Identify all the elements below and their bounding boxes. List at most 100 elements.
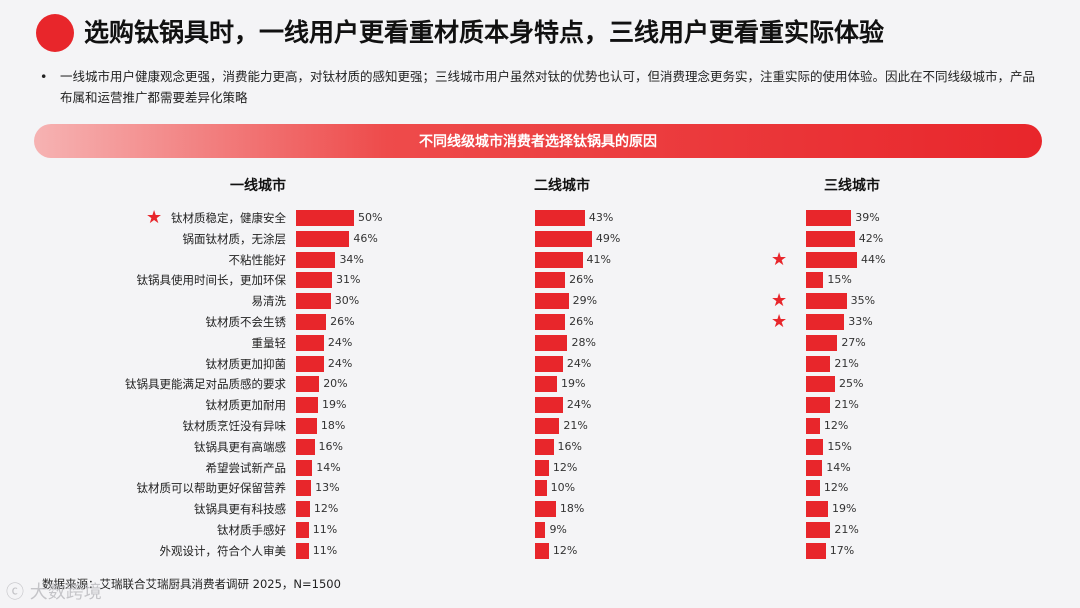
- bar: [806, 438, 824, 455]
- value-label: 10%: [550, 481, 576, 495]
- value-label: 20%: [323, 377, 348, 391]
- value-label: 12%: [552, 460, 578, 474]
- value-label: 13%: [315, 481, 340, 495]
- value-label: 43%: [588, 211, 614, 224]
- category-label: 钛锅具使用时间长，更加环保: [136, 273, 287, 288]
- bar: [296, 314, 327, 330]
- value-label: 17%: [829, 543, 855, 557]
- category-label: 重量轻: [251, 335, 287, 350]
- value-label: 18%: [559, 502, 585, 516]
- value-label: 30%: [334, 294, 360, 308]
- value-label: 14%: [316, 460, 341, 474]
- category-label: 不粘性能好: [228, 252, 287, 267]
- value-label: 25%: [839, 377, 864, 391]
- bar: [535, 418, 560, 434]
- value-label: 24%: [327, 335, 353, 349]
- bar: [806, 230, 855, 247]
- bar: [296, 293, 331, 310]
- value-label: 21%: [834, 356, 859, 370]
- value-label: 18%: [320, 419, 346, 432]
- value-label: 26%: [330, 315, 355, 328]
- bar: [806, 397, 831, 414]
- bar: [535, 210, 585, 226]
- value-label: 9%: [549, 523, 567, 536]
- bar: [296, 459, 313, 476]
- bullet-icon: •: [40, 69, 48, 84]
- bar: [806, 522, 831, 538]
- value-label: 24%: [566, 398, 592, 412]
- value-label: 19%: [322, 398, 347, 412]
- category-label: 钛锅具更有科技感: [194, 502, 286, 517]
- bar: [296, 438, 315, 455]
- value-label: 31%: [335, 273, 361, 287]
- value-label: 11%: [312, 543, 338, 557]
- bar: [535, 230, 592, 247]
- value-label: 12%: [823, 481, 849, 495]
- bar: [296, 355, 324, 372]
- category-label: 钛材质手感好: [217, 523, 286, 537]
- bar: [296, 210, 354, 226]
- bar: [806, 376, 835, 393]
- source-note: 数据来源：艾瑞联合艾瑞厨具消费者调研 2025，N=1500: [42, 577, 341, 591]
- value-label: 19%: [832, 502, 857, 516]
- chart-banner: 不同线级城市消费者选择钛锅具的原因: [34, 124, 1042, 158]
- value-label: 35%: [850, 294, 876, 308]
- bar: [535, 314, 566, 330]
- bar: [296, 272, 332, 289]
- value-label: 24%: [566, 356, 592, 370]
- value-label: 14%: [826, 460, 851, 474]
- category-label: 钛材质烹饪没有异味: [182, 419, 287, 433]
- category-label: 钛材质更加耐用: [205, 398, 287, 413]
- bar: [806, 355, 831, 372]
- value-label: 12%: [552, 543, 578, 557]
- star-icon: ★: [771, 311, 788, 332]
- bar: [535, 459, 549, 476]
- category-label: 希望尝试新产品: [205, 460, 287, 475]
- category-label: 外观设计，符合个人审美: [159, 543, 287, 558]
- value-label: 19%: [561, 377, 586, 391]
- category-label: 易清洗: [251, 294, 287, 309]
- bar: [535, 293, 569, 310]
- bar: [806, 501, 829, 518]
- bar: [535, 355, 563, 372]
- title-dot-icon: [36, 14, 74, 52]
- column-title: 一线城市: [230, 178, 286, 194]
- value-label: 50%: [358, 211, 383, 224]
- bar: [296, 334, 324, 351]
- bar: [806, 210, 852, 226]
- value-label: 29%: [572, 294, 598, 308]
- value-label: 12%: [313, 502, 339, 516]
- bar: [535, 501, 556, 518]
- value-label: 46%: [353, 231, 378, 245]
- bar: [806, 314, 845, 330]
- value-label: 15%: [827, 439, 852, 453]
- value-label: 34%: [339, 252, 364, 266]
- bar: [296, 522, 309, 538]
- bar: [806, 459, 823, 476]
- category-label: 钛锅具更能满足对品质感的要求: [125, 377, 286, 392]
- value-label: 27%: [841, 335, 866, 349]
- value-label: 16%: [318, 439, 343, 453]
- bar: [296, 542, 309, 559]
- bar: [535, 397, 563, 414]
- bar: [535, 522, 546, 538]
- bar: [296, 480, 312, 497]
- category-label: 钛材质更加抑菌: [205, 356, 287, 371]
- bar: [296, 501, 310, 518]
- bar: [535, 376, 558, 393]
- category-label: 钛材质稳定，健康安全: [171, 211, 286, 225]
- value-label: 21%: [834, 523, 859, 536]
- value-label: 28%: [571, 335, 596, 349]
- value-label: 16%: [557, 439, 582, 453]
- bar: [535, 334, 568, 351]
- category-label: 钛材质可以帮助更好保留营养: [136, 481, 287, 496]
- value-label: 39%: [855, 211, 880, 224]
- value-label: 26%: [569, 315, 594, 328]
- value-label: 12%: [823, 419, 849, 432]
- bar: [806, 418, 820, 434]
- bar: [806, 334, 838, 351]
- value-label: 42%: [858, 231, 884, 245]
- value-label: 15%: [827, 273, 852, 287]
- value-label: 33%: [848, 315, 873, 328]
- star-icon: ★: [771, 248, 788, 270]
